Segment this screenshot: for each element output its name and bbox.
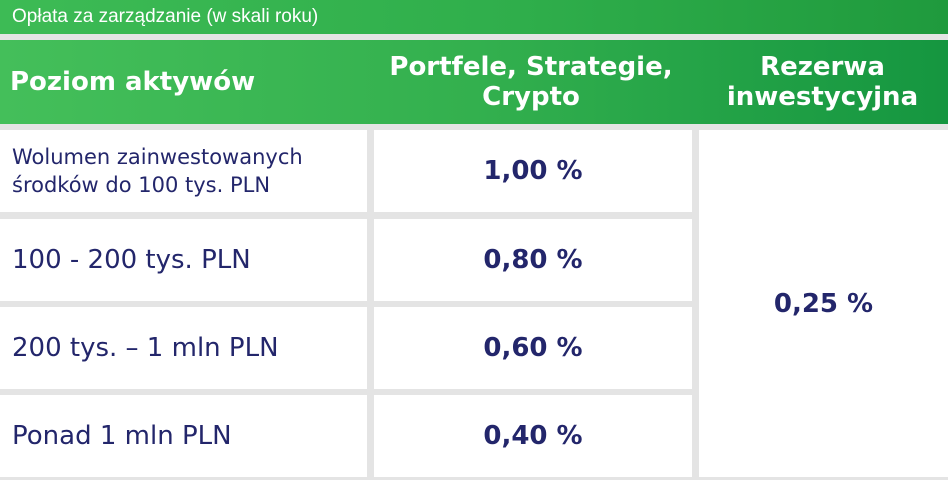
header-reserve-line1: Rezerwa	[760, 52, 885, 82]
header-portfolios-line2: Crypto	[482, 82, 580, 112]
row-label-4: Ponad 1 mln PLN	[0, 395, 367, 477]
header-portfolios-line1: Portfele, Strategie,	[389, 52, 673, 82]
header-reserve-line2: inwestycyjna	[726, 82, 919, 112]
row-label-3: 200 tys. – 1 mln PLN	[0, 307, 367, 389]
row-value-2: 0,80 %	[374, 219, 692, 301]
table-caption: Opłata za zarządzanie (w skali roku)	[0, 0, 948, 34]
row-label-1: Wolumen zainwestowanych środków do 100 t…	[0, 130, 367, 212]
row-label-1-line1: Wolumen zainwestowanych	[12, 145, 303, 169]
header-asset-level: Poziom aktywów	[10, 67, 256, 97]
header-portfolios: Portfele, Strategie, Crypto	[372, 40, 690, 124]
row-label-1-line2: środków do 100 tys. PLN	[12, 173, 271, 197]
row-value-4: 0,40 %	[374, 395, 692, 477]
header-reserve: Rezerwa inwestycyjna	[697, 40, 948, 124]
row-label-2: 100 - 200 tys. PLN	[0, 219, 367, 301]
row-value-3: 0,60 %	[374, 307, 692, 389]
reserve-value: 0,25 %	[699, 130, 948, 477]
row-value-1: 1,00 %	[374, 130, 692, 212]
table-header: Poziom aktywów Portfele, Strategie, Cryp…	[0, 40, 948, 124]
